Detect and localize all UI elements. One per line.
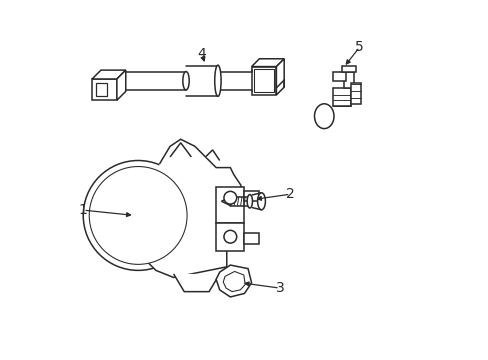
Circle shape [224,192,236,204]
Text: 5: 5 [355,40,364,54]
Polygon shape [216,222,244,251]
Ellipse shape [246,194,252,208]
Ellipse shape [183,72,189,90]
Polygon shape [216,265,251,297]
Polygon shape [221,197,230,206]
Ellipse shape [314,104,333,129]
Bar [343,72,354,88]
Polygon shape [244,233,258,244]
Ellipse shape [214,65,221,96]
Polygon shape [244,191,258,201]
Polygon shape [216,187,244,222]
Bar [96,83,107,96]
Bar [251,67,276,95]
Circle shape [224,230,236,243]
Bar [341,66,355,72]
Text: 4: 4 [197,47,206,61]
Polygon shape [173,274,219,292]
Polygon shape [170,143,191,157]
Polygon shape [117,70,125,100]
Bar [254,69,273,92]
Circle shape [89,167,187,264]
Circle shape [83,161,193,270]
Polygon shape [145,139,241,278]
Polygon shape [276,59,284,95]
Bar [332,72,345,81]
Text: 2: 2 [285,187,294,201]
Text: 1: 1 [79,203,87,217]
Ellipse shape [257,193,265,210]
Polygon shape [205,150,219,161]
Polygon shape [223,271,244,292]
Bar [92,79,117,100]
Text: 3: 3 [275,281,284,295]
Polygon shape [92,70,125,79]
Polygon shape [251,59,284,67]
Bar [350,82,361,104]
